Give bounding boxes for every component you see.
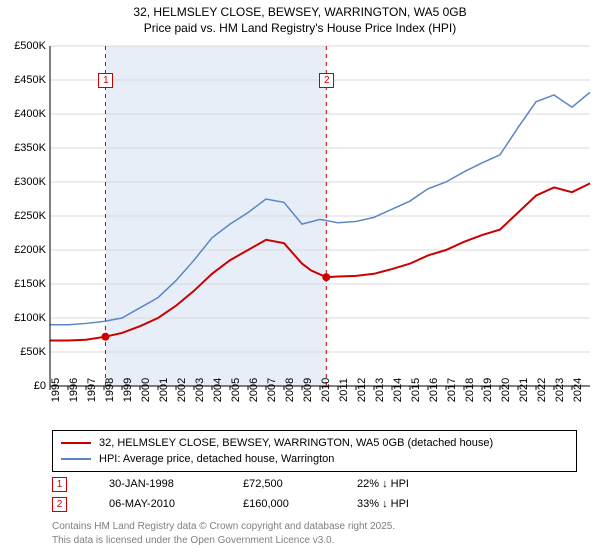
y-tick-label: £50K	[20, 346, 46, 358]
x-tick-label: 2022	[536, 378, 548, 402]
x-tick-label: 2012	[356, 378, 368, 402]
title-line1: 32, HELMSLEY CLOSE, BEWSEY, WARRINGTON, …	[0, 4, 600, 20]
x-tick-label: 2023	[554, 378, 566, 402]
x-tick-label: 1997	[86, 378, 98, 402]
x-tick-label: 2011	[338, 378, 350, 402]
x-tick-label: 2016	[428, 378, 440, 402]
x-tick-label: 2018	[464, 378, 476, 402]
legend: 32, HELMSLEY CLOSE, BEWSEY, WARRINGTON, …	[52, 430, 577, 472]
legend-line-icon	[61, 458, 91, 460]
x-tick-label: 1998	[104, 378, 116, 402]
legend-row: HPI: Average price, detached house, Warr…	[61, 451, 568, 467]
transaction-pct: 33% ↓ HPI	[357, 498, 467, 510]
y-tick-label: £300K	[14, 176, 46, 188]
y-tick-label: £450K	[14, 74, 46, 86]
transaction-marker-icon: 1	[52, 477, 67, 492]
x-tick-label: 2001	[158, 378, 170, 402]
y-tick-label: £150K	[14, 278, 46, 290]
x-tick-label: 2005	[230, 378, 242, 402]
x-tick-label: 2002	[176, 378, 188, 402]
x-tick-label: 1996	[68, 378, 80, 402]
x-tick-label: 1999	[122, 378, 134, 402]
marker-2: 2	[319, 73, 334, 88]
x-tick-label: 2015	[410, 378, 422, 402]
y-tick-label: £100K	[14, 312, 46, 324]
x-tick-label: 2021	[518, 378, 530, 402]
chart-title: 32, HELMSLEY CLOSE, BEWSEY, WARRINGTON, …	[0, 0, 600, 36]
legend-line-icon	[61, 442, 91, 444]
y-tick-label: £200K	[14, 244, 46, 256]
y-tick-label: £400K	[14, 108, 46, 120]
x-tick-label: 2020	[500, 378, 512, 402]
transaction-price: £160,000	[243, 498, 333, 510]
x-tick-label: 2006	[248, 378, 260, 402]
attribution: Contains HM Land Registry data © Crown c…	[52, 520, 395, 547]
y-tick-label: £500K	[14, 40, 46, 52]
marker-1: 1	[98, 73, 113, 88]
attribution-line1: Contains HM Land Registry data © Crown c…	[52, 520, 395, 534]
y-tick-label: £0	[34, 380, 46, 392]
x-tick-label: 2003	[194, 378, 206, 402]
x-tick-label: 2000	[140, 378, 152, 402]
x-tick-label: 2004	[212, 378, 224, 402]
x-tick-label: 1995	[50, 378, 62, 402]
transaction-row: 2 06-MAY-2010 £160,000 33% ↓ HPI	[52, 494, 467, 514]
attribution-line2: This data is licensed under the Open Gov…	[52, 534, 395, 548]
chart-svg	[50, 46, 590, 386]
chart-area: 12£0£50K£100K£150K£200K£250K£300K£350K£4…	[50, 46, 590, 416]
transaction-marker-icon: 2	[52, 497, 67, 512]
legend-row: 32, HELMSLEY CLOSE, BEWSEY, WARRINGTON, …	[61, 435, 568, 451]
x-tick-label: 2019	[482, 378, 494, 402]
x-tick-label: 2013	[374, 378, 386, 402]
x-tick-label: 2024	[572, 378, 584, 402]
legend-label: HPI: Average price, detached house, Warr…	[99, 453, 334, 465]
transaction-table: 1 30-JAN-1998 £72,500 22% ↓ HPI 2 06-MAY-2010…	[52, 474, 467, 514]
x-tick-label: 2014	[392, 378, 404, 402]
y-tick-label: £250K	[14, 210, 46, 222]
transaction-price: £72,500	[243, 478, 333, 490]
x-tick-label: 2008	[284, 378, 296, 402]
transaction-pct: 22% ↓ HPI	[357, 478, 467, 490]
x-tick-label: 2007	[266, 378, 278, 402]
transaction-date: 30-JAN-1998	[109, 478, 219, 490]
transaction-date: 06-MAY-2010	[109, 498, 219, 510]
x-tick-label: 2009	[302, 378, 314, 402]
x-tick-label: 2017	[446, 378, 458, 402]
y-tick-label: £350K	[14, 142, 46, 154]
transaction-row: 1 30-JAN-1998 £72,500 22% ↓ HPI	[52, 474, 467, 494]
x-tick-label: 2010	[320, 378, 332, 402]
title-line2: Price paid vs. HM Land Registry's House …	[0, 20, 600, 36]
legend-label: 32, HELMSLEY CLOSE, BEWSEY, WARRINGTON, …	[99, 437, 493, 449]
